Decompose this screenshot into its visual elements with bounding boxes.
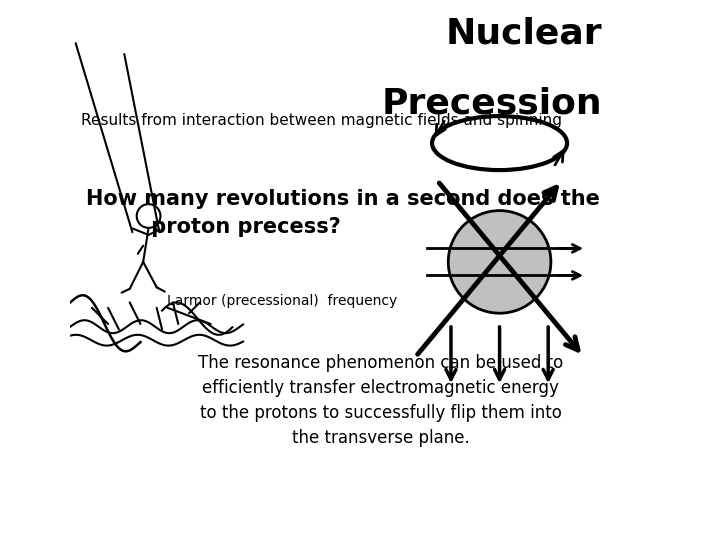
Text: Larmor (precessional)  frequency: Larmor (precessional) frequency <box>168 294 397 308</box>
Text: The resonance phenomenon can be used to
efficiently transfer electromagnetic ene: The resonance phenomenon can be used to … <box>198 354 564 447</box>
Text: How many revolutions in a second does the
         proton precess?: How many revolutions in a second does th… <box>86 189 600 237</box>
Circle shape <box>449 211 551 313</box>
Text: Nuclear: Nuclear <box>446 16 602 50</box>
Text: Precession: Precession <box>382 86 602 120</box>
Text: Results from interaction between magnetic fields and spinning: Results from interaction between magneti… <box>81 113 562 129</box>
